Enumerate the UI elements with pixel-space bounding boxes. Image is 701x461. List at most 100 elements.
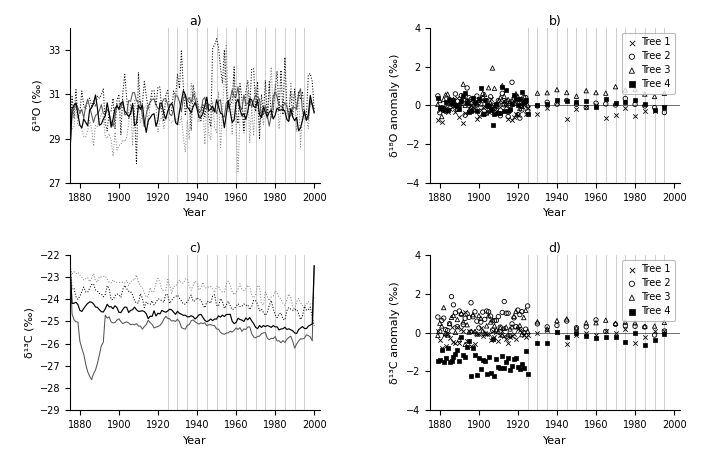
Tree 1: [516, 329, 527, 336]
Tree 4: [639, 100, 651, 107]
Tree 2: [600, 328, 611, 335]
Tree 2: [471, 92, 482, 100]
Tree 3: [503, 96, 514, 103]
Tree 2: [501, 310, 512, 317]
Tree 2: [629, 323, 641, 330]
Tree 1: [610, 330, 621, 337]
Tree 2: [505, 107, 516, 114]
Tree 4: [649, 106, 660, 114]
Tree 1: [649, 107, 660, 114]
Tree 3: [468, 95, 479, 102]
Tree 3: [442, 331, 454, 338]
Tree 2: [580, 323, 592, 331]
Tree 3: [440, 330, 451, 337]
Tree 1: [479, 104, 490, 111]
Tree 1: [501, 102, 512, 110]
Tree 3: [446, 100, 457, 107]
Tree 4: [508, 92, 519, 99]
Tree 1: [620, 325, 631, 332]
Tree 1: [580, 329, 592, 336]
Tree 3: [436, 322, 447, 330]
Tree 1: [505, 100, 516, 107]
Tree 2: [481, 307, 492, 315]
Tree 2: [571, 324, 582, 331]
Tree 1: [460, 308, 471, 316]
Tree 2: [458, 96, 469, 104]
Tree 4: [580, 97, 592, 105]
Tree 1: [458, 327, 469, 334]
Tree 1: [451, 95, 463, 102]
Tree 4: [456, 333, 467, 341]
Tree 4: [450, 101, 461, 108]
Tree 3: [451, 316, 463, 323]
Tree 1: [515, 100, 526, 107]
Tree 1: [506, 116, 517, 124]
Tree 4: [532, 101, 543, 109]
Tree 1: [470, 100, 481, 108]
Tree 1: [510, 110, 522, 118]
Tree 2: [522, 302, 533, 310]
Tree 3: [580, 319, 592, 326]
Tree 3: [446, 313, 457, 321]
Tree 2: [446, 293, 457, 300]
Tree 4: [470, 351, 481, 359]
Tree 4: [485, 370, 496, 377]
Tree 3: [639, 90, 651, 98]
Tree 4: [433, 95, 444, 102]
Tree 2: [498, 101, 510, 108]
Tree 2: [446, 99, 457, 106]
Tree 2: [483, 102, 494, 110]
Tree 2: [471, 318, 482, 325]
Tree 2: [649, 331, 660, 339]
Tree 2: [542, 323, 553, 331]
Tree 2: [510, 323, 522, 331]
Tree 4: [629, 97, 641, 104]
Tree 3: [463, 328, 475, 336]
Tree 1: [487, 104, 498, 112]
Tree 4: [473, 95, 484, 102]
Tree 2: [444, 96, 455, 103]
Tree 3: [485, 319, 496, 326]
Tree 3: [470, 328, 481, 335]
Tree 1: [532, 330, 543, 337]
Tree 4: [518, 364, 529, 371]
Tree 3: [512, 93, 524, 100]
Tree 4: [520, 96, 531, 104]
Tree 2: [440, 326, 451, 333]
Tree 4: [434, 357, 445, 364]
Tree 2: [561, 97, 572, 104]
Tree 3: [659, 319, 670, 326]
Tree 3: [461, 97, 472, 104]
Tree 2: [473, 324, 484, 331]
Tree 1: [498, 97, 510, 105]
Tree 2: [590, 100, 601, 107]
Tree 4: [470, 99, 481, 106]
Tree 2: [501, 98, 512, 106]
Tree 1: [659, 104, 670, 112]
Tree 2: [600, 100, 611, 107]
Tree 2: [444, 320, 455, 327]
Tree 3: [561, 89, 572, 96]
Tree 1: [483, 108, 494, 116]
Tree 4: [434, 104, 445, 112]
Tree 4: [471, 371, 482, 378]
Tree 3: [434, 97, 445, 104]
Tree 3: [610, 83, 621, 90]
Tree 4: [505, 366, 516, 374]
Tree 3: [491, 326, 502, 334]
Tree 1: [487, 327, 498, 334]
Tree 3: [561, 315, 572, 323]
Tree 1: [450, 339, 461, 346]
Tree 2: [479, 111, 490, 118]
Tree 3: [456, 100, 467, 107]
Tree 4: [458, 93, 469, 100]
Tree 2: [532, 102, 543, 110]
Tree 4: [659, 331, 670, 338]
Tree 4: [456, 97, 467, 105]
Tree 1: [493, 109, 504, 117]
Tree 2: [659, 109, 670, 116]
Tree 4: [532, 339, 543, 347]
Tree 1: [433, 327, 444, 335]
Tree 4: [503, 107, 514, 115]
Tree 2: [485, 313, 496, 320]
